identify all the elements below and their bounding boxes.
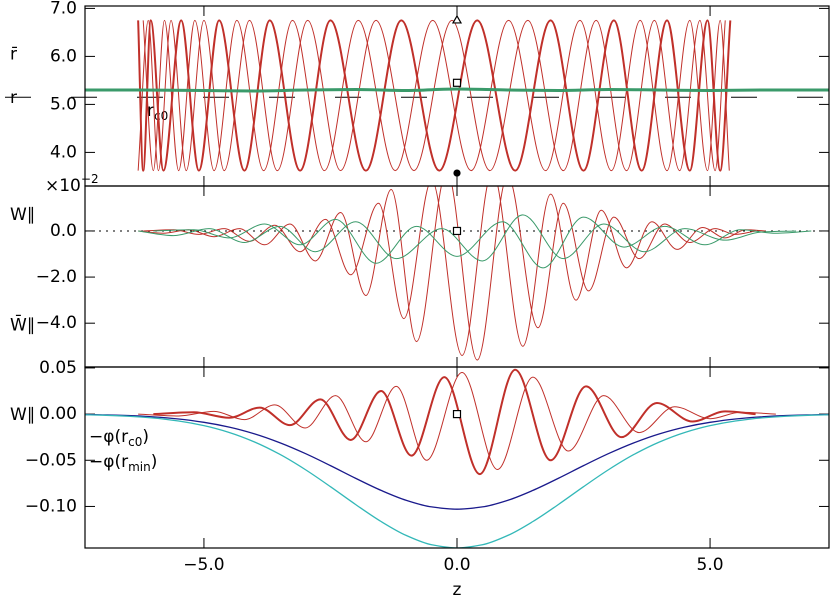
- text-part: −φ(r: [89, 452, 128, 472]
- text-part: ): [151, 452, 158, 472]
- data-line: [137, 19, 726, 172]
- data-line: [153, 216, 812, 269]
- y-tick-label: 0.05: [39, 358, 77, 378]
- data-line: [138, 186, 756, 361]
- data-line: [153, 368, 756, 476]
- marker: [452, 226, 462, 236]
- text-part: −2: [81, 172, 99, 186]
- x-tick-label: 5.0: [697, 555, 724, 575]
- y-tick-label: 4.0: [50, 142, 77, 162]
- side-label: r: [10, 88, 17, 108]
- legend-entry: −φ(rmin): [89, 452, 157, 474]
- side-label: W∥: [10, 205, 35, 225]
- legend-entry: −φ(rc0): [89, 427, 149, 449]
- text-part: min: [128, 460, 151, 474]
- y-tick-label: 5.0: [50, 94, 77, 114]
- panel-frame: [84, 185, 830, 368]
- marker: [451, 14, 463, 24]
- data-line: [138, 214, 797, 262]
- y-tick-label: −2.0: [36, 267, 77, 287]
- y-tick-label: −0.10: [25, 496, 77, 516]
- side-label: W̄∥: [10, 313, 35, 335]
- x-tick-label: 0.0: [443, 555, 470, 575]
- y-tick-label: 7.0: [50, 0, 77, 18]
- exponent-label: ×10−2: [45, 172, 99, 197]
- data-line: [143, 186, 766, 356]
- text-part: c0: [154, 109, 168, 123]
- y-tick-label: 0.0: [50, 221, 77, 241]
- y-tick-label: 0.00: [39, 404, 77, 424]
- panel-frame: [84, 366, 830, 549]
- text-part: −φ(r: [89, 427, 128, 447]
- marker: [452, 409, 462, 419]
- data-line: [138, 372, 776, 471]
- side-label: W∥: [10, 405, 35, 425]
- marker: [452, 78, 462, 87]
- text-part: ): [142, 427, 149, 447]
- data-line: [137, 19, 732, 172]
- text-part: c0: [128, 435, 142, 449]
- data-line: [85, 414, 829, 548]
- text-part: r: [147, 101, 154, 121]
- side-label: r̄: [10, 45, 18, 65]
- data-line: [85, 87, 829, 93]
- x-tick-label: −5.0: [183, 555, 224, 575]
- data-line: [85, 413, 829, 510]
- y-tick-label: −0.05: [25, 450, 77, 470]
- y-tick-label: −4.0: [36, 313, 77, 333]
- marker: [453, 169, 461, 177]
- text-part: ×10: [45, 176, 81, 196]
- y-tick-label: 6.0: [50, 46, 77, 66]
- x-axis-label: z: [453, 580, 462, 600]
